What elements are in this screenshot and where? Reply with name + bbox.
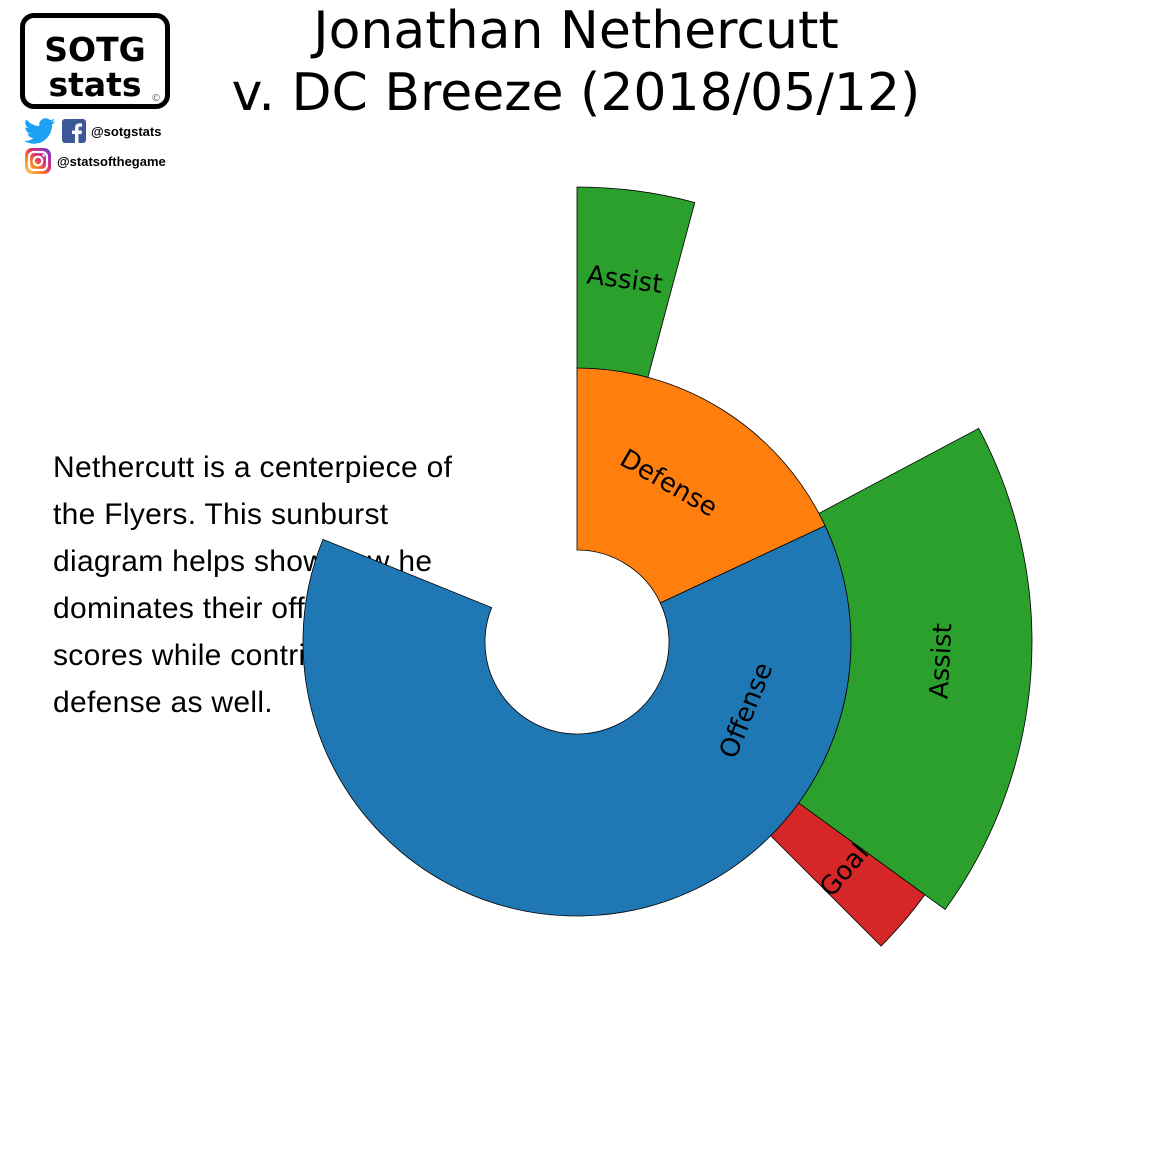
label-offense-assist: Assist: [925, 622, 959, 699]
instagram-icon: [25, 148, 51, 174]
twitter-icon: [24, 118, 56, 144]
statsofthegame-handle: @statsofthegame: [57, 153, 166, 169]
sotg-logo: SOTG stats ©: [20, 13, 170, 109]
title-line-player: Jonathan Nethercutt: [313, 1, 839, 61]
logo-text-sotg: SOTG: [44, 30, 146, 69]
outer-segment-offense-goal: [770, 802, 926, 947]
title-line-game: v. DC Breeze (2018/05/12): [231, 63, 921, 123]
sotgstats-handle: @sotgstats: [91, 123, 162, 139]
inner-segment-offense: [302, 525, 852, 917]
outer-segment-defense-assist: [576, 186, 696, 378]
facebook-icon: [62, 119, 86, 143]
social-row-statsofthegame: @statsofthegame: [25, 148, 166, 174]
outer-segment-offense-assist: [798, 427, 1033, 911]
inner-segment-defense: [576, 367, 826, 604]
copyright-mark: ©: [151, 93, 161, 104]
logo-text-stats: stats: [48, 65, 142, 104]
social-row-sotgstats: @sotgstats: [24, 118, 161, 144]
